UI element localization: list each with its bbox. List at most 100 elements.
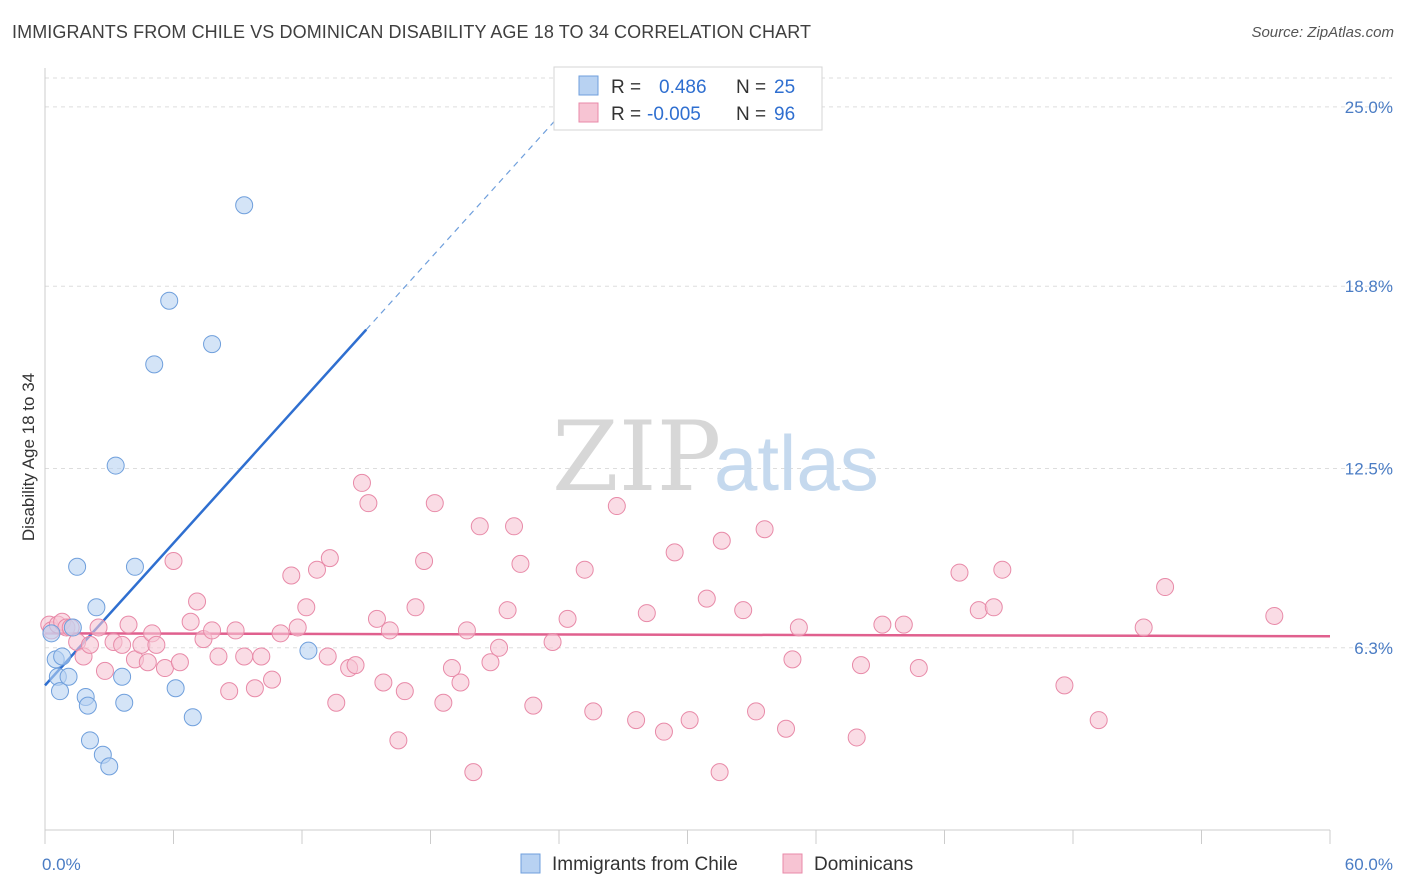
chart-source: Source: ZipAtlas.com — [1251, 24, 1394, 41]
grid-layer — [45, 77, 1392, 649]
dominican-point — [481, 653, 500, 672]
chile-point — [53, 647, 72, 666]
dominican-point — [654, 722, 673, 741]
dominican-point — [558, 609, 577, 628]
dominican-point — [181, 612, 200, 631]
dominican-point — [777, 719, 796, 738]
watermark: ZIP atlas — [552, 401, 879, 513]
chile-point — [78, 696, 97, 715]
dominican-point — [203, 621, 222, 640]
dominican-point — [734, 601, 753, 620]
dominican-point — [282, 566, 301, 585]
dominican-point — [374, 673, 393, 692]
dominican-point — [380, 621, 399, 640]
dominican-trend-line — [44, 632, 1331, 638]
chile-point — [106, 456, 125, 475]
dominican-point — [451, 673, 470, 692]
dominican-point — [969, 601, 988, 620]
dominican-point — [627, 711, 646, 730]
chile-point — [299, 641, 318, 660]
chart-title: IMMIGRANTS FROM CHILE VS DOMINICAN DISAB… — [12, 22, 812, 42]
chile-point — [203, 335, 222, 354]
dominican-point — [89, 618, 108, 637]
dominican-point — [395, 682, 414, 701]
chile-point — [145, 355, 164, 374]
dominican-point — [1134, 618, 1153, 637]
dominican-point — [263, 670, 282, 689]
dominican-point — [252, 647, 271, 666]
dominican-point — [389, 731, 408, 750]
dominican-point — [490, 638, 509, 657]
y-tick-label: 25.0% — [1345, 98, 1393, 117]
watermark-zip: ZIP — [552, 401, 721, 513]
dominican-point — [747, 702, 766, 721]
dominican-point — [188, 592, 207, 611]
dominican-point — [425, 494, 444, 513]
legend-r-label-2: R = — [611, 104, 641, 125]
x-tick-label: 60.0% — [1345, 855, 1393, 874]
dominican-point — [320, 549, 339, 568]
dominican-point — [226, 621, 245, 640]
dominican-point — [457, 621, 476, 640]
dominican-point — [584, 702, 603, 721]
chile-point — [59, 667, 78, 686]
dominican-point — [119, 615, 138, 634]
dominican-point — [712, 531, 731, 550]
legend-swatch-pink — [578, 102, 599, 123]
chile-trend-extension — [365, 103, 571, 331]
dominican-point — [307, 560, 326, 579]
dominican-point — [464, 763, 483, 782]
legend-n-value-2: 96 — [774, 104, 795, 125]
dominican-point — [220, 682, 239, 701]
dominican-point — [511, 554, 530, 573]
dominican-point — [505, 517, 524, 536]
dominican-point — [346, 656, 365, 675]
y-tick-label: 18.8% — [1345, 277, 1393, 296]
dominican-point — [352, 473, 371, 492]
dominican-point — [147, 635, 166, 654]
legend: R = 0.486 N = 25 R = -0.005 N = 96 — [553, 66, 823, 131]
y-axis-label: Disability Age 18 to 34 — [19, 373, 38, 541]
chile-point — [160, 291, 179, 310]
dominican-point — [113, 635, 132, 654]
dominican-point — [209, 647, 228, 666]
trend-layer — [44, 103, 1331, 687]
bottom-legend-label-pink: Dominicans — [814, 854, 913, 875]
dominican-point — [80, 635, 99, 654]
dominican-point — [543, 633, 562, 651]
dominican-point — [993, 560, 1012, 579]
dominican-point — [288, 618, 307, 637]
dominican-point — [367, 609, 386, 628]
dominican-point — [359, 494, 378, 513]
legend-r-label-1: R = — [611, 77, 641, 98]
dominican-point — [894, 615, 913, 634]
dominican-point — [327, 693, 346, 712]
dominican-point — [783, 650, 802, 669]
legend-r-value-1: 0.486 — [659, 77, 707, 98]
dominican-point — [498, 601, 517, 620]
bottom-legend-swatch-pink — [782, 853, 803, 874]
dominican-point — [789, 618, 808, 637]
dominican-point — [415, 552, 434, 571]
y-tick-label: 6.3% — [1354, 639, 1393, 658]
dominican-point — [950, 563, 969, 582]
chile-point — [235, 196, 254, 215]
dominican-point — [909, 659, 928, 678]
dominican-point — [851, 656, 870, 675]
legend-swatch-blue — [578, 75, 599, 96]
dominican-point — [297, 598, 316, 617]
dominican-point — [470, 517, 489, 536]
dominican-point — [1089, 711, 1108, 730]
chile-point — [68, 557, 87, 576]
dominican-point — [155, 659, 174, 678]
dominican-point — [95, 661, 114, 680]
dominican-point — [1055, 676, 1074, 695]
dominican-point — [406, 598, 425, 617]
chile-point — [50, 682, 69, 701]
dominican-point — [1265, 606, 1284, 625]
legend-n-value-1: 25 — [774, 77, 795, 98]
watermark-atlas: atlas — [714, 419, 879, 507]
dominican-point — [170, 653, 189, 672]
dominican-point — [847, 728, 866, 747]
